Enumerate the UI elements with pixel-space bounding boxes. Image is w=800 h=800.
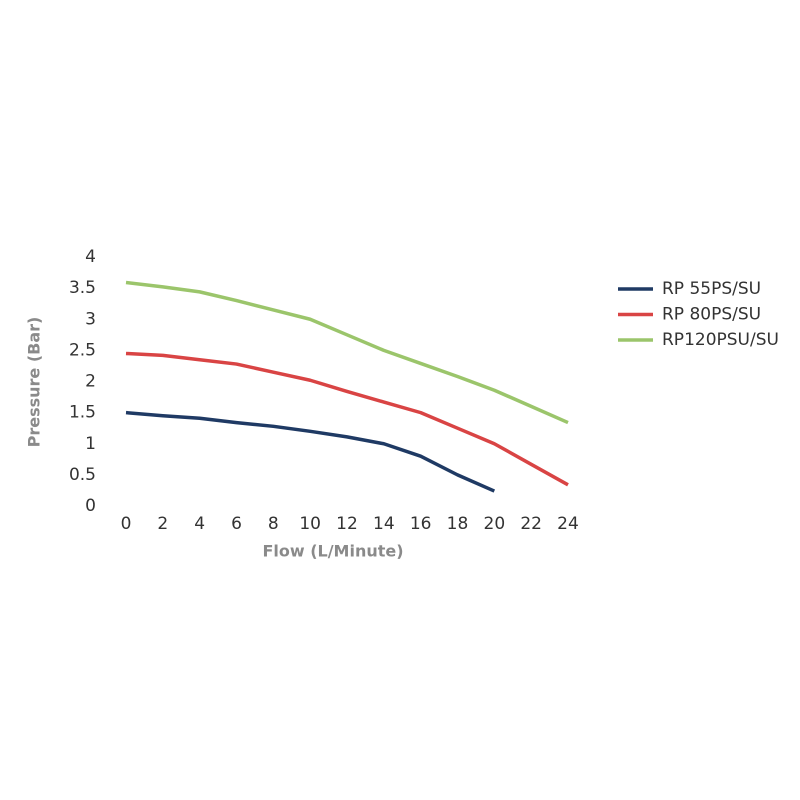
- y-tick-label: 0: [85, 496, 96, 516]
- x-tick-label: 22: [520, 514, 542, 534]
- x-tick-label: 24: [557, 514, 579, 534]
- x-tick-label: 12: [336, 514, 358, 534]
- x-tick-label: 8: [268, 514, 279, 534]
- legend-label: RP 80PS/SU: [662, 305, 761, 325]
- y-tick-label: 2: [85, 372, 96, 392]
- series-line: [125, 410, 496, 493]
- x-tick-label: 0: [121, 514, 132, 534]
- y-tick-label: 2.5: [69, 340, 96, 360]
- y-tick-label: 1: [85, 434, 96, 454]
- x-tick-label: 20: [484, 514, 506, 534]
- y-tick-label: 1.5: [69, 403, 96, 423]
- x-tick-label: 4: [194, 514, 205, 534]
- y-tick-label: 4: [85, 247, 96, 267]
- x-tick-label: 18: [447, 514, 469, 534]
- legend-label: RP 55PS/SU: [662, 279, 761, 299]
- x-tick-label: 6: [231, 514, 242, 534]
- legend-label: RP120PSU/SU: [662, 330, 779, 350]
- series-line: [125, 280, 569, 425]
- x-tick-label: 16: [410, 514, 432, 534]
- y-tick-label: 0.5: [69, 465, 96, 485]
- x-axis-title: Flow (L/Minute): [262, 542, 403, 561]
- y-tick-label: 3: [85, 309, 96, 329]
- x-tick-label: 2: [157, 514, 168, 534]
- y-axis-title: Pressure (Bar): [25, 317, 44, 448]
- x-tick-label: 10: [299, 514, 321, 534]
- y-tick-label: 3.5: [69, 278, 96, 298]
- series-line: [125, 351, 569, 487]
- x-tick-label: 14: [373, 514, 395, 534]
